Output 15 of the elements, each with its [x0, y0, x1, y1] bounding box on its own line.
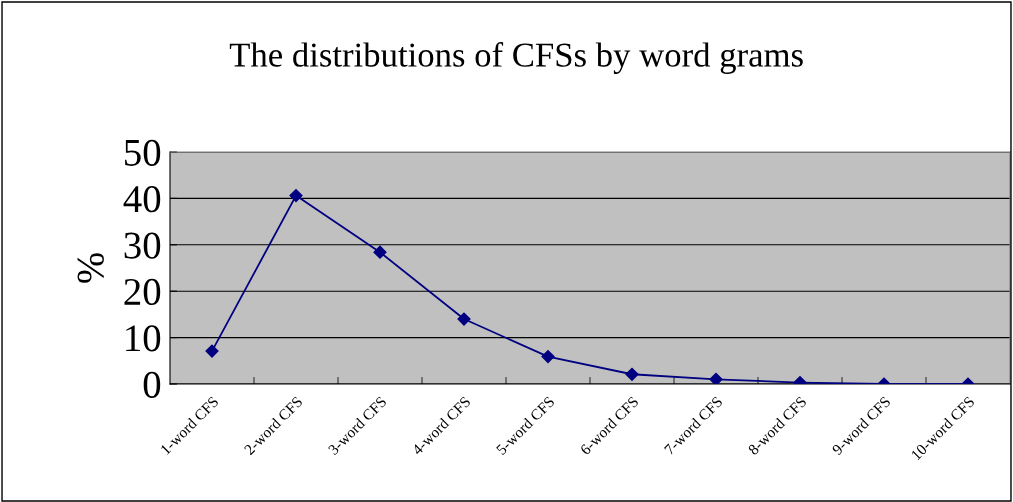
- point: [289, 189, 303, 203]
- y-tick-label: 20: [124, 278, 161, 306]
- point: [457, 312, 471, 326]
- y-tick-label: 30: [124, 232, 161, 259]
- point: [541, 350, 555, 364]
- point: [205, 344, 219, 358]
- y-tick-label: 0: [143, 371, 161, 398]
- y-axis-title: %: [77, 253, 104, 283]
- y-tick-label: 50: [125, 139, 161, 166]
- point: [373, 245, 387, 259]
- point: [709, 372, 723, 384]
- y-tick-label: 10: [126, 325, 161, 352]
- point: [625, 367, 639, 381]
- chart-title: The distributions of CFSs by word grams: [229, 42, 803, 74]
- y-tick-label: 40: [123, 186, 161, 213]
